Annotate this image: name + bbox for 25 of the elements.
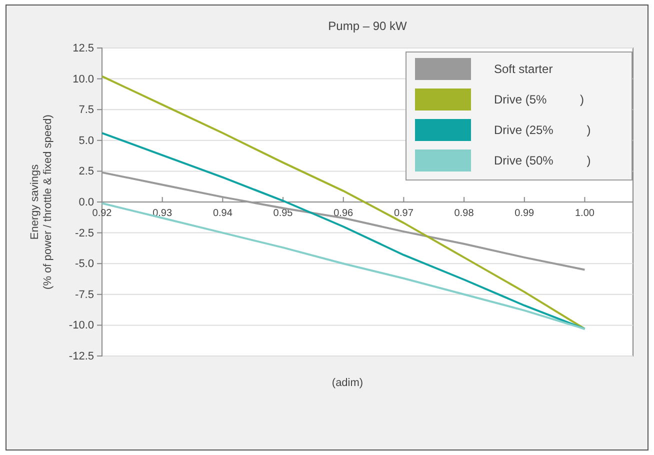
y-tick-label: 10.0 bbox=[72, 73, 94, 86]
legend-label: Soft starter bbox=[494, 62, 553, 76]
x-tick-label: 0.98 bbox=[454, 208, 474, 219]
y-tick-label: 2.5 bbox=[78, 166, 94, 178]
x-tick-label: 1.00 bbox=[574, 208, 595, 219]
y-tick-label: 7.5 bbox=[78, 104, 94, 116]
legend-label: Drive (50% ) bbox=[494, 154, 591, 168]
x-tick-label: 0.99 bbox=[514, 208, 535, 219]
y-tick-label: -5.0 bbox=[75, 258, 94, 270]
y-tick-label: -12.5 bbox=[68, 350, 94, 363]
y-tick-label: -7.5 bbox=[75, 288, 94, 301]
x-axis-title: (adim) bbox=[332, 377, 364, 389]
x-tick-label: 0.93 bbox=[152, 208, 173, 219]
y-tick-label: 12.5 bbox=[72, 42, 94, 55]
chart-title: Pump – 90 kW bbox=[328, 19, 408, 33]
legend-label: Drive (5% ) bbox=[494, 92, 584, 106]
y-tick-label: 5.0 bbox=[78, 134, 94, 147]
x-tick-label: 0.94 bbox=[212, 208, 233, 219]
legend-label: Drive (25% ) bbox=[494, 123, 591, 137]
y-tick-label: 0.0 bbox=[78, 196, 94, 209]
x-tick-label: 0.97 bbox=[394, 208, 414, 219]
y-tick-label: -2.5 bbox=[75, 227, 94, 240]
y-tick-label: -10.0 bbox=[68, 320, 94, 332]
x-tick-label: 0.96 bbox=[334, 208, 354, 219]
y-axis-title: Energy savings (% of power / throttle & fixed speed) bbox=[29, 114, 54, 290]
